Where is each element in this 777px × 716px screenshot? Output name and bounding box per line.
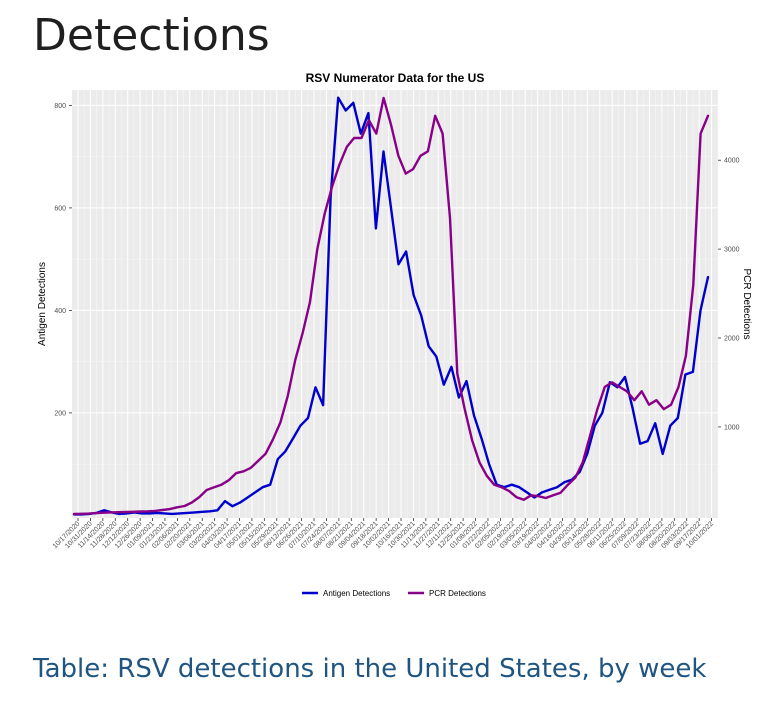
page-title: Detections [33,10,270,61]
y-left-axis: 200 400 600 800 [54,103,72,417]
y-left-tick-label: 600 [54,205,66,212]
chart-title: RSV Numerator Data for the US [306,71,485,85]
series-line-pcr-detections [72,96,710,516]
series-lines [72,96,710,516]
y-left-tick-label: 400 [54,308,66,315]
y-right-tick-label: 3000 [724,247,740,254]
y-left-tick-label: 800 [54,103,66,110]
y-left-axis-label: Antigen Detections [37,262,48,346]
y-right-tick-label: 1000 [724,424,740,431]
y-right-tick-label: 4000 [724,158,740,165]
y-left-tick-label: 200 [54,410,66,417]
x-axis: 10/17/202010/31/202011/14/202011/28/2020… [52,518,715,550]
legend-label: PCR Detections [429,589,486,598]
y-right-tick-label: 2000 [724,336,740,343]
table-caption: Table: RSV detections in the United Stat… [33,654,707,684]
y-right-axis-label: PCR Detections [741,268,752,339]
legend-label: Antigen Detections [323,589,390,598]
y-right-axis: 1000 2000 3000 4000 [718,158,740,431]
rsv-chart: RSV Numerator Data for the US 200 400 600 8… [0,66,777,616]
chart-svg: RSV Numerator Data for the US 200 400 600 8… [37,71,752,598]
series-line-antigen-detections [72,96,710,516]
legend: Antigen Detections PCR Detections [302,589,486,598]
